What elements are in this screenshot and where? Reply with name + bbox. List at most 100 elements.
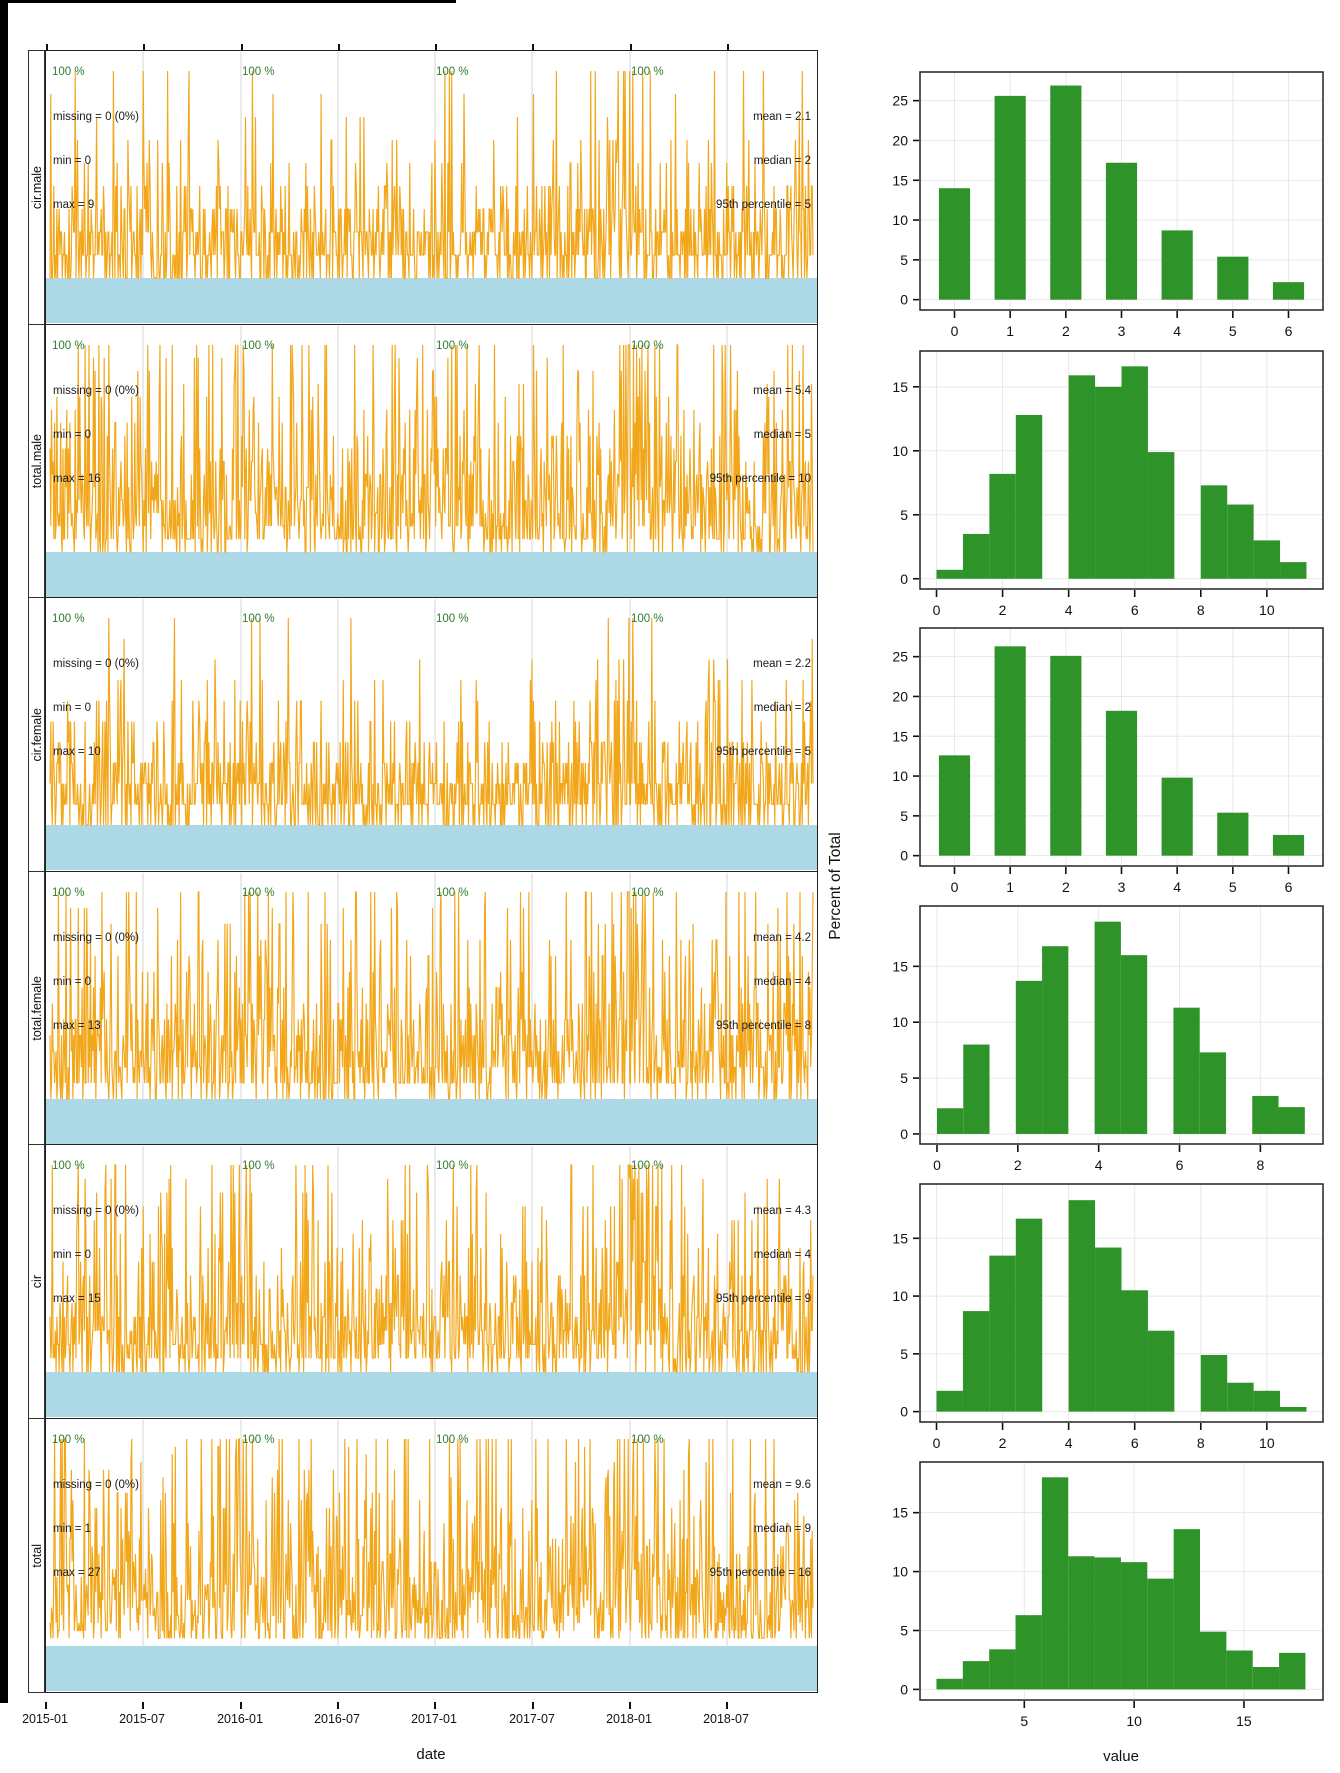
percent-observed-label: 100 % (242, 886, 275, 899)
date-axis-tick (726, 1702, 728, 1709)
percent-observed-label: 100 % (436, 1160, 469, 1173)
min-annotation: min = 0 (53, 428, 92, 441)
svg-text:15: 15 (892, 728, 908, 744)
median-annotation: median = 2 (753, 155, 811, 167)
svg-text:4: 4 (1173, 323, 1181, 339)
date-axis-tick-label: 2017-07 (509, 1712, 555, 1726)
top-axis-tick (727, 44, 729, 51)
svg-text:6: 6 (1176, 1157, 1184, 1173)
time-series-line (49, 344, 814, 553)
svg-text:0: 0 (900, 1404, 908, 1420)
svg-text:5: 5 (900, 252, 908, 268)
svg-text:20: 20 (892, 132, 908, 148)
observed-band (46, 825, 817, 871)
row-label-box-cir.male: cir.male (28, 50, 45, 325)
time-series-column: 100 % 100 % 100 % 100 % missing = 0 (0%)… (45, 44, 818, 1700)
ts-panel-total.male: 100 % 100 % 100 % 100 % missing = 0 (0%)… (45, 323, 818, 599)
min-annotation: min = 0 (53, 702, 92, 715)
date-axis-tick (532, 1702, 534, 1709)
date-axis-tick-label: 2016-07 (314, 1712, 360, 1726)
percent-observed-label: 100 % (242, 339, 275, 352)
svg-text:8: 8 (1197, 1435, 1205, 1451)
svg-text:5: 5 (1229, 879, 1237, 895)
percent-observed-label: 100 % (436, 886, 469, 899)
max-annotation: max = 10 (53, 746, 101, 759)
time-series-line (49, 891, 814, 1100)
date-axis-tick-label: 2015-07 (119, 1712, 165, 1726)
row-label: cir.male (29, 165, 44, 210)
date-axis: date 2015-01 2015-07 2016-01 2016-07 2017-01… (0, 1700, 1340, 1773)
observed-band (46, 1098, 817, 1144)
ts-panel-cir.female: 100 % 100 % 100 % 100 % missing = 0 (0%)… (45, 597, 818, 873)
svg-text:5: 5 (1020, 1713, 1028, 1729)
percent-observed-label: 100 % (436, 1434, 469, 1447)
mean-annotation: mean = 5.4 (753, 384, 811, 397)
svg-text:10: 10 (892, 1288, 908, 1304)
histogram-cir.female: 0 5 10 15 20 25 0 1 2 3 4 5 6 (872, 598, 1340, 898)
min-annotation: min = 0 (53, 975, 92, 988)
date-axis-tick (629, 1702, 631, 1709)
svg-text:6: 6 (1285, 323, 1293, 339)
svg-text:0: 0 (900, 1681, 908, 1697)
percent-observed-label: 100 % (52, 886, 85, 899)
percent-observed-label: 100 % (242, 66, 275, 78)
missing-annotation: missing = 0 (0%) (53, 111, 139, 123)
mean-annotation: mean = 9.6 (753, 1479, 811, 1492)
median-annotation: median = 4 (753, 975, 811, 988)
svg-text:3: 3 (1118, 879, 1126, 895)
svg-text:5: 5 (900, 1070, 908, 1086)
time-series-line (49, 1438, 814, 1639)
p95-annotation: 95th percentile = 16 (709, 1567, 811, 1580)
svg-text:10: 10 (1259, 1435, 1275, 1451)
row-label-box-cir.female: cir.female (28, 597, 45, 873)
row-label-box-total.female: total.female (28, 870, 45, 1146)
svg-text:0: 0 (933, 1435, 941, 1451)
time-series-line (49, 618, 814, 826)
ts-plot-total.female (46, 872, 817, 1144)
ts-panel-cir.male: 100 % 100 % 100 % 100 % missing = 0 (0%)… (45, 44, 818, 325)
histogram-plot: 0 5 10 15 20 25 0 1 2 3 4 5 6 (892, 71, 1324, 339)
mean-annotation: mean = 4.2 (753, 931, 811, 944)
histogram-plot: 0 5 10 15 0 2 4 6 8 (892, 905, 1324, 1173)
min-annotation: min = 0 (53, 155, 92, 167)
svg-text:10: 10 (892, 1014, 908, 1030)
percent-observed-label: 100 % (436, 613, 469, 626)
row-label: total (29, 1543, 44, 1568)
svg-text:2: 2 (1014, 1157, 1022, 1173)
histogram-plot: 0 5 10 15 0 2 4 6 8 10 (892, 350, 1324, 618)
svg-text:1: 1 (1006, 879, 1014, 895)
percent-observed-label: 100 % (436, 339, 469, 352)
max-annotation: max = 27 (53, 1567, 101, 1580)
svg-text:2: 2 (999, 1435, 1007, 1451)
svg-text:5: 5 (900, 507, 908, 523)
percent-observed-label: 100 % (631, 1434, 664, 1447)
histogram-total: 0 5 10 15 5 10 15 (872, 1432, 1340, 1732)
time-series-line (49, 70, 814, 279)
missing-annotation: missing = 0 (0%) (53, 1205, 139, 1218)
svg-text:5: 5 (900, 1622, 908, 1638)
date-axis-tick (45, 1702, 47, 1709)
p95-annotation: 95th percentile = 10 (709, 472, 811, 485)
svg-text:10: 10 (892, 768, 908, 784)
svg-text:0: 0 (900, 571, 908, 587)
svg-text:25: 25 (892, 93, 908, 109)
mean-annotation: mean = 4.3 (753, 1205, 811, 1218)
top-axis-tick (143, 44, 145, 51)
ts-plot-cir.female (46, 599, 817, 871)
svg-text:2: 2 (1062, 879, 1070, 895)
histogram-plot: 0 5 10 15 0 2 4 6 8 10 (892, 1183, 1324, 1451)
percent-observed-label: 100 % (631, 1160, 664, 1173)
histogram-total.male: 0 5 10 15 0 2 4 6 8 10 (872, 321, 1340, 621)
row-label-box-total: total (28, 1418, 45, 1694)
svg-text:10: 10 (892, 443, 908, 459)
histogram-plot: 0 5 10 15 20 25 0 1 2 3 4 5 6 (892, 627, 1324, 895)
p95-annotation: 95th percentile = 8 (716, 1019, 811, 1032)
missing-annotation: missing = 0 (0%) (53, 1479, 139, 1492)
percent-observed-label: 100 % (436, 66, 469, 78)
svg-text:10: 10 (892, 212, 908, 228)
p95-annotation: 95th percentile = 5 (716, 746, 811, 759)
median-annotation: median = 4 (753, 1249, 811, 1262)
ts-plot-total (46, 1420, 817, 1692)
top-axis-tick (338, 44, 340, 51)
